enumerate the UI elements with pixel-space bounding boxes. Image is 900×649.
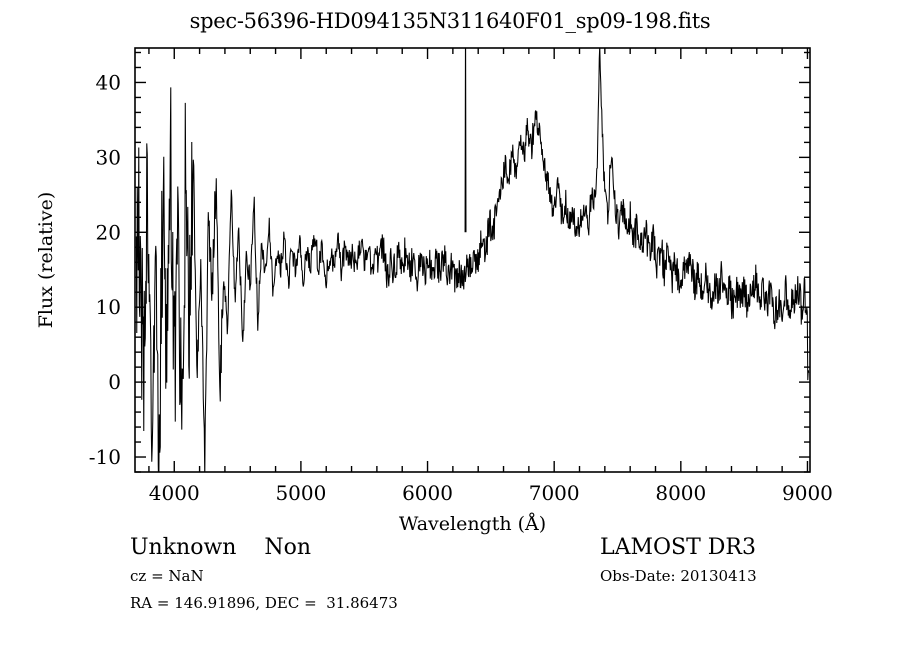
x-tick-label: 6000 [402, 481, 453, 505]
page-title: spec-56396-HD094135N311640F01_sp09-198.f… [189, 9, 711, 33]
x-axis-label: Wavelength (Å) [399, 513, 546, 535]
y-tick-label: 0 [108, 370, 121, 394]
x-tick-label: 4000 [149, 481, 200, 505]
y-tick-label: 10 [96, 295, 121, 319]
x-tick-label: 7000 [529, 481, 580, 505]
x-tick-label: 8000 [655, 481, 706, 505]
plot-frame [134, 47, 811, 473]
spectrum-line [135, 48, 810, 472]
y-tick-label: -10 [89, 445, 121, 469]
x-tick-label: 9000 [782, 481, 833, 505]
cz-label: cz = NaN [130, 567, 204, 585]
emission-spike [464, 48, 467, 233]
axis-ticks [135, 48, 810, 473]
y-tick-label: 20 [96, 220, 121, 244]
metadata-right-block: LAMOST DR3 Obs-Date: 20130413 [600, 533, 757, 590]
coordinates-label: RA = 146.91896, DEC = 31.86473 [130, 594, 398, 612]
y-axis-label: Flux (relative) [35, 192, 57, 329]
x-tick-label: 5000 [275, 481, 326, 505]
object-class-label: Unknown Non [130, 535, 312, 560]
obs-date-label: Obs-Date: 20130413 [600, 567, 757, 585]
survey-label: LAMOST DR3 [600, 535, 756, 560]
y-tick-label: 40 [96, 70, 121, 94]
metadata-left-block: Unknown Non cz = NaN RA = 146.91896, DEC… [130, 533, 398, 617]
y-tick-label: 30 [96, 145, 121, 169]
